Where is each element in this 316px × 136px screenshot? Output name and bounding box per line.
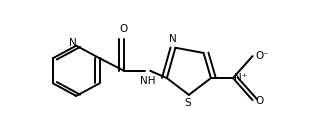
Text: NH: NH	[140, 76, 156, 86]
Text: N⁺: N⁺	[234, 73, 247, 83]
Text: O⁻: O⁻	[255, 51, 269, 61]
Text: O: O	[120, 24, 128, 34]
Text: O: O	[255, 96, 264, 106]
Text: N: N	[70, 38, 77, 47]
Text: N: N	[169, 34, 177, 44]
Text: S: S	[185, 98, 191, 108]
